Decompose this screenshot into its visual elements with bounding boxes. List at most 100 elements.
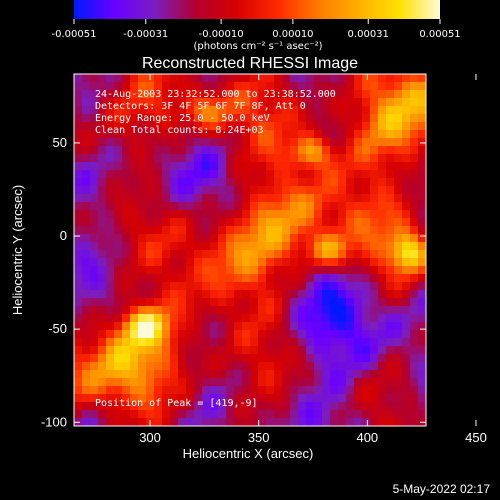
heatmap-cell bbox=[210, 122, 219, 131]
heatmap-cell bbox=[242, 386, 251, 395]
heatmap-cell bbox=[322, 178, 331, 187]
heatmap-cell bbox=[282, 290, 291, 299]
heatmap-cell bbox=[258, 346, 267, 355]
heatmap-cell bbox=[82, 346, 91, 355]
heatmap-cell bbox=[210, 386, 219, 395]
heatmap-cell bbox=[290, 298, 299, 307]
heatmap-cell bbox=[170, 194, 179, 203]
heatmap-cell bbox=[130, 322, 139, 331]
heatmap-cell bbox=[242, 402, 251, 411]
heatmap-cell bbox=[410, 98, 419, 107]
heatmap-cell bbox=[114, 298, 123, 307]
heatmap-cell bbox=[162, 346, 171, 355]
heatmap-cell bbox=[330, 186, 339, 195]
heatmap-cell bbox=[330, 290, 339, 299]
colorbar-tick-label: 0.00010 bbox=[272, 29, 313, 40]
heatmap-cell bbox=[98, 138, 107, 147]
heatmap-cell bbox=[410, 114, 419, 123]
heatmap-cell bbox=[306, 266, 315, 275]
y-axis-tick-label: -100 bbox=[41, 414, 67, 429]
heatmap-cells bbox=[74, 74, 426, 426]
heatmap-cell bbox=[386, 266, 395, 275]
heatmap-cell bbox=[90, 90, 99, 99]
heatmap-cell bbox=[266, 410, 275, 419]
heatmap-cell bbox=[90, 122, 99, 131]
heatmap-cell bbox=[346, 242, 355, 251]
heatmap-cell bbox=[98, 402, 107, 411]
heatmap-cell bbox=[330, 218, 339, 227]
heatmap-cell bbox=[82, 314, 91, 323]
heatmap-cell bbox=[178, 138, 187, 147]
heatmap-cell bbox=[258, 298, 267, 307]
heatmap-cell bbox=[298, 290, 307, 299]
heatmap-cell bbox=[266, 146, 275, 155]
heatmap-cell bbox=[226, 250, 235, 259]
heatmap-cell bbox=[250, 122, 259, 131]
heatmap-cell bbox=[202, 306, 211, 315]
heatmap-cell bbox=[130, 306, 139, 315]
heatmap-cell bbox=[122, 82, 131, 91]
heatmap-cell bbox=[346, 394, 355, 403]
heatmap-cell bbox=[114, 98, 123, 107]
heatmap-cell bbox=[138, 306, 147, 315]
heatmap-cell bbox=[162, 274, 171, 283]
heatmap-cell bbox=[194, 122, 203, 131]
heatmap-cell bbox=[82, 266, 91, 275]
heatmap-cell bbox=[234, 98, 243, 107]
heatmap-cell bbox=[322, 386, 331, 395]
heatmap-cell bbox=[146, 242, 155, 251]
heatmap-cell bbox=[266, 130, 275, 139]
colorbar-tick-label: 0.00051 bbox=[419, 29, 460, 40]
heatmap-cell bbox=[346, 282, 355, 291]
heatmap-cell bbox=[82, 82, 91, 91]
heatmap-cell bbox=[210, 410, 219, 419]
heatmap-cell bbox=[130, 226, 139, 235]
heatmap-cell bbox=[346, 418, 355, 426]
heatmap-cell bbox=[210, 354, 219, 363]
heatmap-cell bbox=[322, 338, 331, 347]
heatmap-cell bbox=[226, 122, 235, 131]
heatmap-cell bbox=[82, 234, 91, 243]
heatmap-cell bbox=[106, 274, 115, 283]
heatmap-cell bbox=[402, 194, 411, 203]
heatmap-cell bbox=[250, 114, 259, 123]
heatmap-cell bbox=[370, 162, 379, 171]
heatmap-cell bbox=[322, 290, 331, 299]
heatmap-cell bbox=[74, 282, 83, 291]
heatmap-cell bbox=[106, 346, 115, 355]
heatmap-cell bbox=[346, 82, 355, 91]
heatmap-cell bbox=[306, 162, 315, 171]
heatmap-cell bbox=[122, 226, 131, 235]
heatmap-cell bbox=[338, 74, 347, 83]
heatmap-cell bbox=[306, 354, 315, 363]
heatmap-cell bbox=[178, 394, 187, 403]
heatmap-cell bbox=[338, 154, 347, 163]
heatmap-cell bbox=[298, 402, 307, 411]
heatmap-cell bbox=[138, 146, 147, 155]
heatmap-cell bbox=[282, 130, 291, 139]
heatmap-cell bbox=[354, 186, 363, 195]
heatmap-cell bbox=[322, 346, 331, 355]
heatmap-cell bbox=[354, 386, 363, 395]
heatmap-cell bbox=[154, 386, 163, 395]
heatmap-cell bbox=[378, 378, 387, 387]
heatmap-cell bbox=[242, 162, 251, 171]
heatmap-cell bbox=[354, 394, 363, 403]
heatmap-cell bbox=[266, 378, 275, 387]
heatmap-cell bbox=[418, 130, 426, 139]
heatmap-cell bbox=[98, 170, 107, 179]
heatmap-cell bbox=[154, 402, 163, 411]
heatmap-cell bbox=[226, 194, 235, 203]
heatmap-cell bbox=[362, 242, 371, 251]
heatmap-cell bbox=[346, 218, 355, 227]
heatmap-cell bbox=[258, 362, 267, 371]
heatmap-cell bbox=[74, 410, 83, 419]
heatmap-cell bbox=[250, 258, 259, 267]
heatmap-cell bbox=[186, 402, 195, 411]
heatmap-cell bbox=[186, 234, 195, 243]
heatmap-cell bbox=[202, 410, 211, 419]
heatmap-cell bbox=[338, 210, 347, 219]
heatmap-cell bbox=[98, 274, 107, 283]
heatmap-cell bbox=[418, 234, 426, 243]
heatmap-cell bbox=[314, 266, 323, 275]
